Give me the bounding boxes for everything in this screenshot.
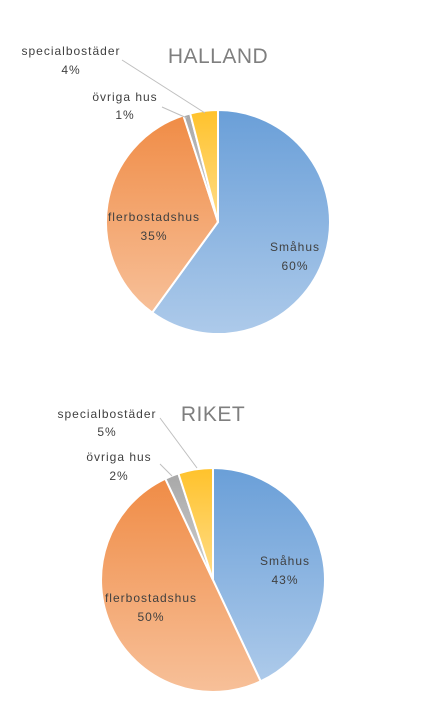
chart-title: RIKET [181, 403, 245, 426]
label-flerbostadshus: flerbostadshus [105, 591, 197, 605]
value-smahus: 43% [271, 573, 298, 587]
value-ovriga-hus: 1% [115, 108, 134, 122]
value-specialbostader: 5% [97, 425, 116, 439]
label-smahus: Småhus [270, 240, 320, 254]
label-specialbostader: specialbostäder [57, 407, 156, 421]
value-specialbostader: 4% [61, 63, 80, 77]
value-ovriga-hus: 2% [109, 469, 128, 483]
leader-line-specialbostader [121, 59, 206, 114]
value-flerbostadshus: 35% [140, 229, 167, 243]
label-flerbostadshus: flerbostadshus [108, 210, 200, 224]
chart-title: HALLAND [168, 45, 268, 68]
slice-specialbostader [177, 466, 214, 581]
label-smahus: Småhus [260, 554, 310, 568]
value-smahus: 60% [281, 259, 308, 273]
pie-chart-halland: HALLAND specialbostäder 4% övriga hus 1%… [21, 44, 332, 335]
label-specialbostader: specialbostäder [21, 44, 120, 58]
slice-smahus [212, 466, 326, 683]
slice-flerbostadshus [100, 477, 263, 693]
value-flerbostadshus: 50% [137, 610, 164, 624]
slice-smahus [150, 108, 332, 335]
leader-line-specialbostader [159, 417, 198, 469]
pie-chart-riket: RIKET specialbostäder 5% övriga hus 2% f… [57, 403, 326, 693]
label-ovriga-hus: övriga hus [92, 90, 157, 104]
slice-flerbostadshus [105, 114, 220, 315]
leader-line-ovriga-hus [159, 463, 173, 477]
label-ovriga-hus: övriga hus [86, 450, 151, 464]
leader-line-ovriga-hus [161, 106, 188, 119]
slice-specialbostader [188, 108, 219, 223]
